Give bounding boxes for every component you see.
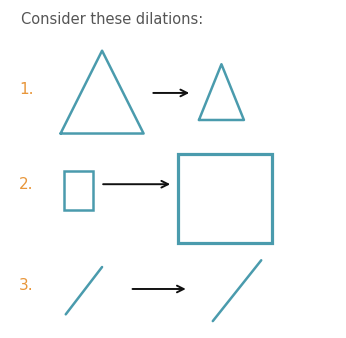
Bar (64, 171, 93, 210)
Bar (178, 154, 272, 243)
Text: Consider these dilations:: Consider these dilations: (21, 12, 203, 27)
Text: 2.: 2. (19, 177, 34, 192)
Text: 3.: 3. (19, 278, 34, 293)
Text: 1.: 1. (19, 82, 34, 97)
